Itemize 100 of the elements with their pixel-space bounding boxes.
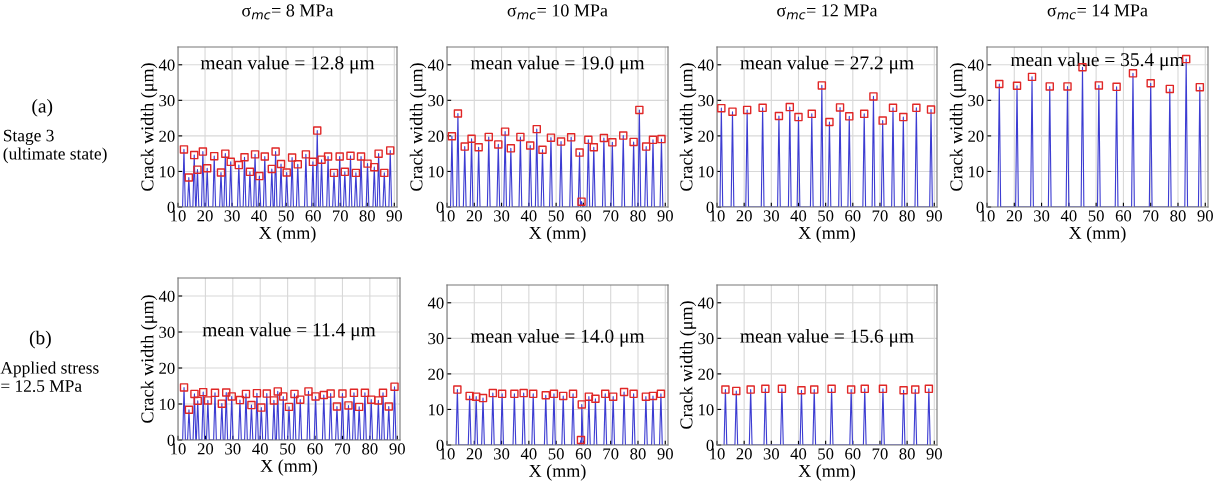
x-tick-label: 20 <box>197 210 213 222</box>
y-tick-label: 30 <box>428 95 444 107</box>
text: (b) <box>29 330 51 349</box>
y-axis-title: Crack width (μm) <box>409 63 427 191</box>
y-tick-label: 30 <box>159 326 175 338</box>
x-tick-label: 70 <box>332 210 348 222</box>
x-tick-label: 30 <box>1034 210 1050 222</box>
x-axis-title: X (mm) <box>259 226 316 243</box>
x-tick-label: 90 <box>1197 210 1213 222</box>
annotation: mean value = 11.4 μm <box>202 322 376 341</box>
x-tick-label: 90 <box>926 448 942 460</box>
y-tick-label: 40 <box>427 297 444 309</box>
x-axis-title: X (mm) <box>529 226 586 243</box>
x-tick-label: 50 <box>548 210 564 222</box>
x-tick-label: 60 <box>575 210 592 222</box>
x-axis-title: X (mm) <box>260 459 318 476</box>
x-tick-label: 60 <box>845 448 861 460</box>
x-tick-label: 40 <box>790 448 807 460</box>
chart-title: σ$_{mc}$= 10 MPa <box>507 4 608 20</box>
y-tick-label: 10 <box>699 166 714 178</box>
x-tick-label: 40 <box>252 443 268 455</box>
y-tick-label: 10 <box>969 166 984 178</box>
x-tick-label: 40 <box>520 210 537 222</box>
x-tick-label: 90 <box>657 448 673 460</box>
x-tick-label: 80 <box>359 210 375 222</box>
y-tick-label: 20 <box>159 130 175 142</box>
text: Applied stress = 12.5 MPa <box>0 361 99 392</box>
x-tick-label: 30 <box>224 210 240 222</box>
x-tick-label: 50 <box>818 210 834 222</box>
y-tick-label: 10 <box>429 166 444 178</box>
x-tick-label: 70 <box>603 448 619 460</box>
y-axis-title: Crack width (μm) <box>140 295 158 423</box>
annotation: mean value = 12.8 μm <box>200 55 375 74</box>
annotation: mean value = 19.0 μm <box>470 55 645 74</box>
y-tick-label: 40 <box>967 59 984 71</box>
y-tick-label: 20 <box>968 130 984 142</box>
x-tick-label: 30 <box>763 210 780 222</box>
x-tick-label: 70 <box>872 448 888 460</box>
x-tick-label: 80 <box>1170 210 1186 222</box>
x-tick-label: 20 <box>197 443 214 455</box>
x-tick-label: 40 <box>520 448 537 460</box>
x-tick-label: 70 <box>603 210 619 222</box>
x-tick-label: 80 <box>899 448 915 460</box>
y-axis-title: Crack width (μm) <box>949 63 967 191</box>
text: Stage 3 (ultimate state) <box>3 129 107 164</box>
x-tick-label: 30 <box>225 443 241 455</box>
x-tick-label: 40 <box>790 210 807 222</box>
x-tick-label: 20 <box>466 448 482 460</box>
x-axis-title: X (mm) <box>798 226 856 243</box>
y-tick-label: 40 <box>158 59 175 71</box>
x-tick-label: 60 <box>845 210 861 222</box>
chart-title: σ$_{mc}$= 14 MPa <box>1047 4 1148 20</box>
annotation: mean value = 15.6 μm <box>740 328 914 347</box>
x-tick-label: 90 <box>657 210 673 222</box>
x-tick-label: 50 <box>1088 210 1104 222</box>
y-tick-label: 30 <box>698 333 714 345</box>
x-tick-label: 60 <box>305 210 321 222</box>
x-axis-title: X (mm) <box>1069 226 1126 243</box>
x-tick-label: 40 <box>251 210 267 222</box>
y-axis-title: Crack width (μm) <box>679 63 697 191</box>
x-tick-label: 80 <box>362 443 378 455</box>
y-tick-label: 10 <box>699 404 714 416</box>
x-tick-label: 30 <box>763 448 780 460</box>
y-tick-label: 30 <box>428 333 444 345</box>
y-tick-label: 20 <box>159 362 175 374</box>
x-tick-label: 60 <box>575 448 592 460</box>
x-tick-label: 30 <box>494 448 510 460</box>
y-tick-label: 20 <box>428 368 444 380</box>
x-tick-label: 20 <box>466 210 482 222</box>
x-tick-label: 50 <box>280 443 296 455</box>
y-tick-label: 40 <box>697 297 714 309</box>
y-tick-label: 20 <box>698 368 714 380</box>
x-tick-label: 50 <box>818 448 834 460</box>
y-tick-label: 10 <box>160 398 175 410</box>
y-tick-label: 20 <box>428 130 444 142</box>
x-tick-label: 90 <box>389 443 405 455</box>
x-tick-label: 80 <box>899 210 915 222</box>
chart-title: σ$_{mc}$= 8 MPa <box>242 4 334 20</box>
x-tick-label: 60 <box>1115 210 1132 222</box>
y-tick-label: 10 <box>429 404 444 416</box>
x-axis-title: X (mm) <box>529 464 586 481</box>
x-tick-label: 50 <box>278 210 294 222</box>
y-tick-label: 40 <box>427 59 444 71</box>
text: (a) <box>32 98 53 117</box>
chart-title: σ$_{mc}$= 12 MPa <box>777 4 878 20</box>
x-tick-label: 90 <box>926 210 942 222</box>
x-tick-label: 20 <box>736 210 752 222</box>
y-tick-label: 30 <box>968 95 984 107</box>
x-tick-label: 70 <box>335 443 351 455</box>
x-tick-label: 20 <box>1006 210 1022 222</box>
x-tick-label: 90 <box>386 210 402 222</box>
y-tick-label: 30 <box>159 95 175 107</box>
annotation: mean value = 14.0 μm <box>470 328 645 347</box>
x-tick-label: 30 <box>494 210 510 222</box>
x-tick-label: 70 <box>872 210 888 222</box>
x-tick-label: 80 <box>630 448 646 460</box>
y-axis-title: Crack width (μm) <box>140 63 158 191</box>
y-axis-title: Crack width (μm) <box>679 301 697 429</box>
y-tick-label: 40 <box>158 290 175 302</box>
annotation: mean value = 27.2 μm <box>740 55 914 74</box>
